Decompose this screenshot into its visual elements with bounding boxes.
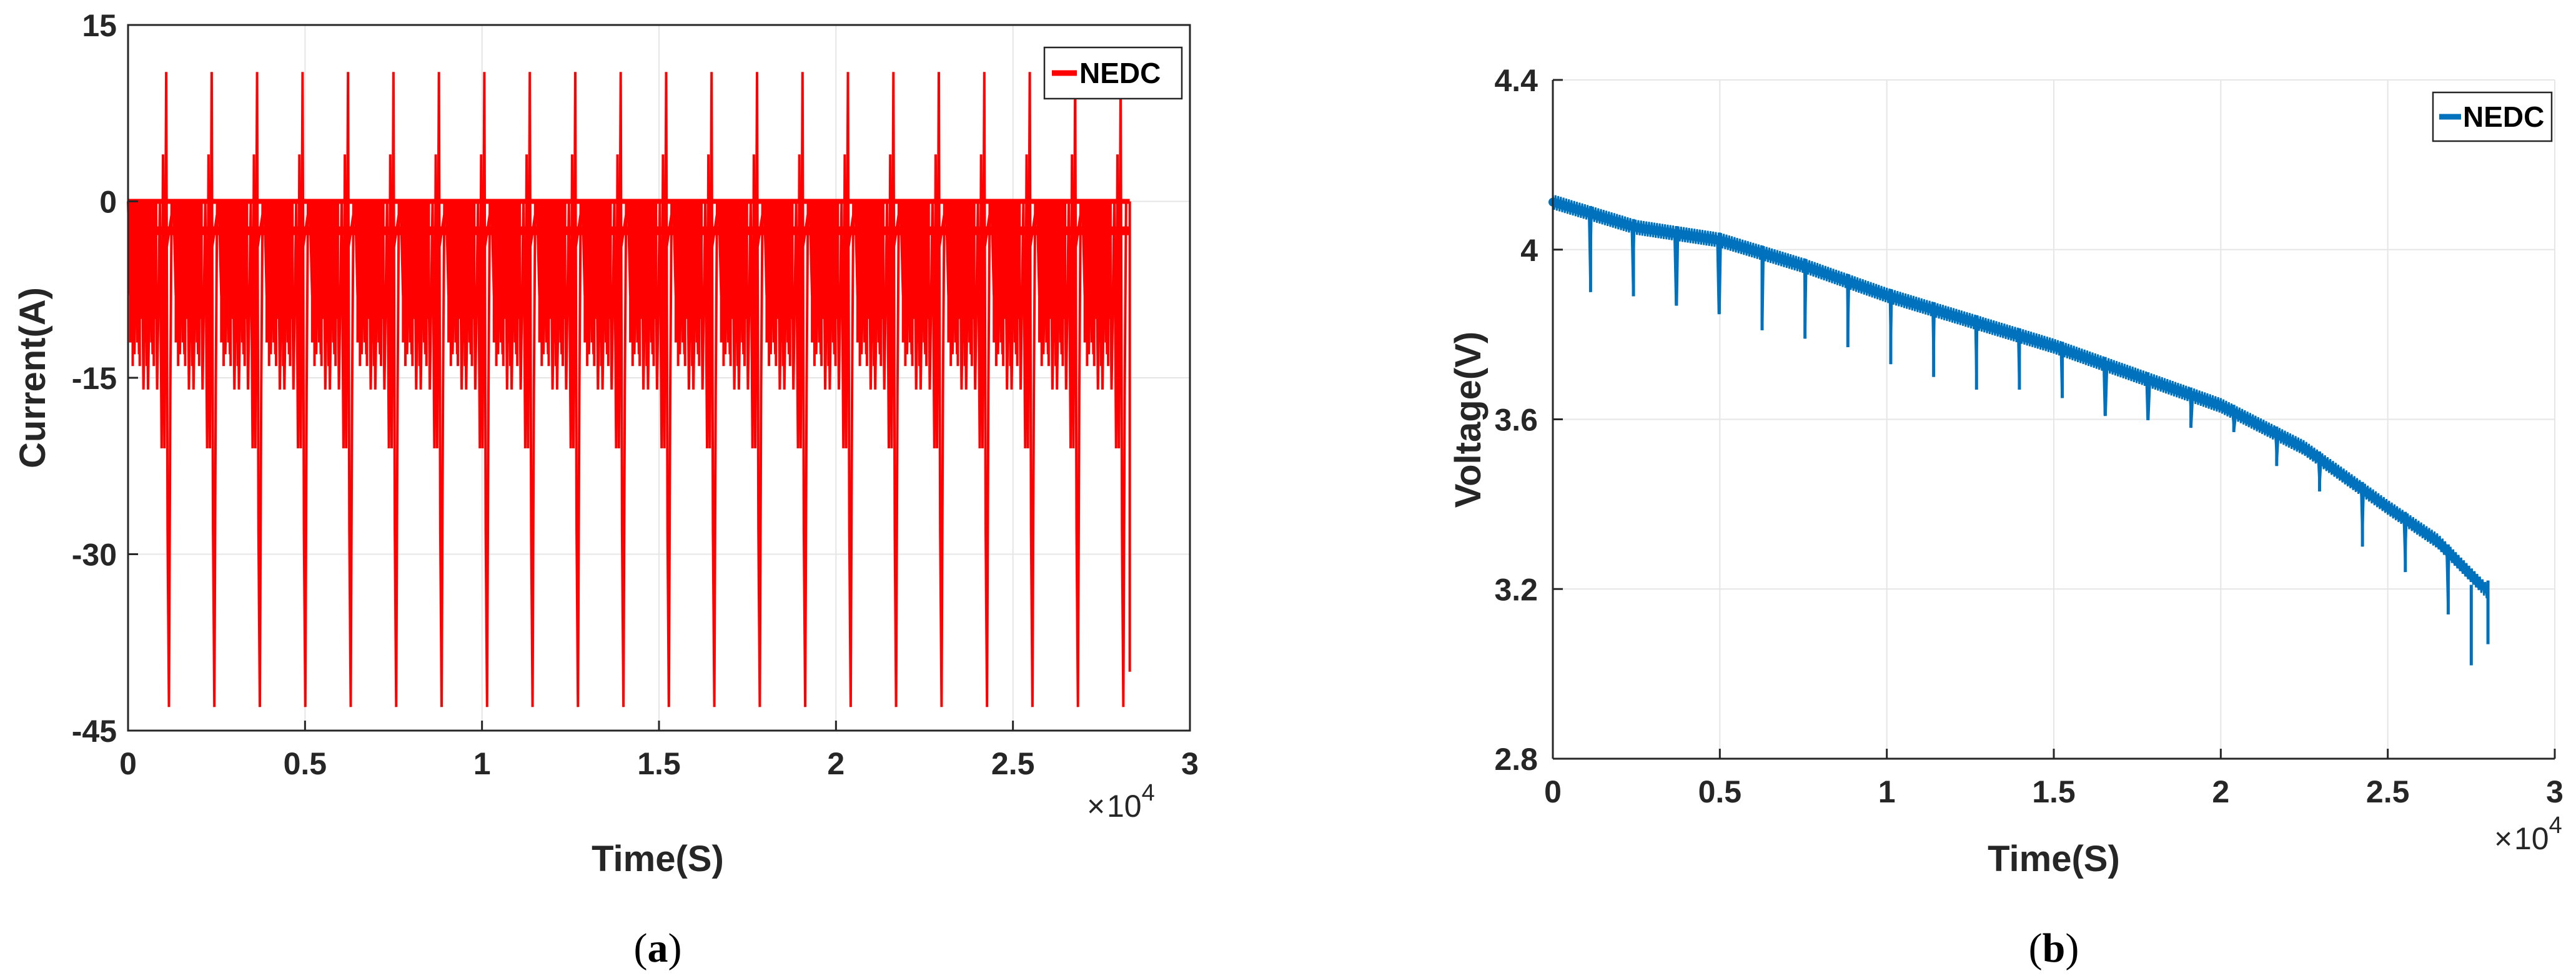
x-axis-label-b: Time(S) (1988, 839, 2120, 879)
grid-b (1552, 79, 2555, 759)
x-tick-label-a: 0.5 (284, 746, 327, 781)
x-tick-label-b: 0.5 (1698, 774, 1742, 809)
legend-a: NEDC (1043, 46, 1183, 100)
legend-b: NEDC (2432, 91, 2553, 142)
legend-label-a: NEDC (1079, 57, 1161, 89)
x-tick-label-a: 2.5 (991, 746, 1035, 781)
y-tick-label-a: -45 (72, 714, 117, 749)
x-multiplier-base-a: 10 (1107, 789, 1142, 824)
voltage-band (1548, 197, 2486, 590)
x-multiplier-exp-a: 4 (1142, 780, 1155, 806)
x-tick-label-a: 1 (473, 746, 491, 781)
current-line (127, 72, 1131, 707)
y-axis-label-a: Current(A) (12, 287, 53, 468)
x-tick-label-b: 2 (2212, 774, 2229, 809)
y-tick-label-a: 0 (99, 185, 117, 220)
caption-b-letter: b (2043, 925, 2066, 971)
x-tick-label-a: 1.5 (637, 746, 681, 781)
series-current-nedc (127, 72, 1131, 707)
x-multiplier-b: 104 (2514, 812, 2562, 856)
x-tick-label-a: 0 (119, 746, 137, 781)
ticks-b: 0 0.5 1 1.5 2 2.5 3 2.8 3.2 3.6 4 4.4 (1494, 63, 2563, 809)
x-multiplier-times-b: × (2494, 821, 2512, 856)
x-tick-label-b: 1 (1878, 774, 1896, 809)
x-tick-label-b: 2.5 (2366, 774, 2410, 809)
y-tick-label-a: -30 (72, 538, 117, 573)
x-multiplier-exp-b: 4 (2549, 812, 2562, 839)
x-multiplier-base-b: 10 (2514, 821, 2549, 856)
x-axis-label-a: Time(S) (592, 839, 724, 879)
y-tick-label-a: -15 (72, 361, 117, 396)
y-axis-label-b: Voltage(V) (1448, 332, 1489, 508)
chart-panel-a: 0 0.5 1 1.5 2 2.5 3 -45 -30 -15 0 15 Current(A) Tim… (12, 8, 1199, 971)
caption-a: (a) (634, 925, 682, 971)
x-tick-label-a: 3 (1181, 746, 1199, 781)
x-multiplier-a: 104 (1107, 780, 1155, 824)
ticks-a: 0 0.5 1 1.5 2 2.5 3 -45 -30 -15 0 15 (72, 8, 1199, 781)
y-tick-label-b: 4 (1520, 233, 1538, 268)
x-tick-label-b: 0 (1544, 774, 1562, 809)
y-tick-label-b: 3.6 (1494, 403, 1538, 438)
y-tick-label-b: 3.2 (1494, 572, 1538, 607)
x-tick-label-a: 2 (827, 746, 845, 781)
x-multiplier-times-a: × (1087, 789, 1105, 824)
x-tick-label-b: 1.5 (2032, 774, 2076, 809)
y-tick-label-b: 4.4 (1494, 63, 1538, 98)
legend-label-b: NEDC (2463, 101, 2544, 133)
y-tick-label-b: 2.8 (1494, 742, 1538, 777)
x-tick-label-b: 3 (2546, 774, 2564, 809)
caption-a-letter: a (648, 925, 668, 971)
caption-b: (b) (2029, 925, 2079, 971)
chart-panel-b: 0 0.5 1 1.5 2 2.5 3 2.8 3.2 3.6 4 4.4 Voltage(V) Ti… (1448, 63, 2564, 971)
y-tick-label-a: 15 (82, 8, 117, 43)
series-voltage-nedc (1548, 194, 2490, 666)
